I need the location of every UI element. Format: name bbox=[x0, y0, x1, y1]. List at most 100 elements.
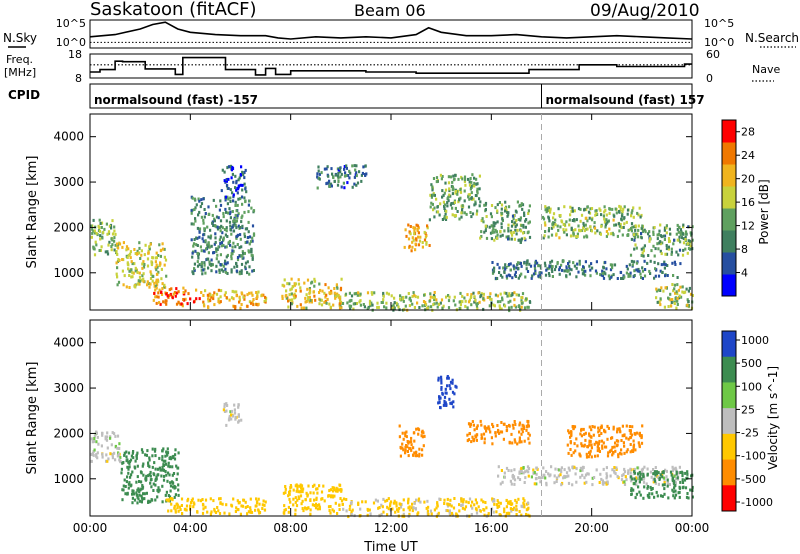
heatmap-cell bbox=[553, 474, 556, 478]
heatmap-cell bbox=[222, 215, 225, 219]
heatmap-cell bbox=[664, 274, 667, 278]
heatmap-cell bbox=[102, 230, 105, 234]
heatmap-cell bbox=[153, 473, 156, 477]
heatmap-cell bbox=[436, 305, 439, 309]
heatmap-cell bbox=[219, 501, 222, 505]
heatmap-cell bbox=[126, 465, 129, 469]
heatmap-cell bbox=[161, 242, 164, 246]
heatmap-cell bbox=[658, 229, 661, 233]
heatmap-cell bbox=[201, 272, 204, 276]
heatmap-cell bbox=[469, 424, 472, 428]
heatmap-cell bbox=[251, 300, 254, 304]
heatmap-cell bbox=[141, 266, 144, 270]
heatmap-cell bbox=[138, 499, 142, 503]
heatmap-cell bbox=[458, 306, 461, 310]
heatmap-cell bbox=[562, 223, 565, 226]
heatmap-cell bbox=[110, 443, 113, 447]
heatmap-cell bbox=[471, 420, 474, 423]
heatmap-cell bbox=[653, 276, 656, 280]
heatmap-cell bbox=[648, 235, 651, 238]
heatmap-cell bbox=[659, 269, 662, 273]
heatmap-cell bbox=[474, 507, 478, 511]
heatmap-cell bbox=[158, 466, 161, 470]
heatmap-cell bbox=[238, 272, 241, 276]
heatmap-cell bbox=[497, 465, 500, 469]
heatmap-cell bbox=[246, 260, 249, 264]
heatmap-cell bbox=[618, 204, 621, 208]
heatmap-cell bbox=[180, 302, 183, 306]
heatmap-cell bbox=[115, 250, 118, 253]
heatmap-cell bbox=[353, 175, 356, 179]
heatmap-cell bbox=[441, 306, 444, 310]
heatmap-cell bbox=[585, 208, 588, 212]
heatmap-cell bbox=[461, 208, 464, 212]
power-colorbar-tick-label: 28 bbox=[741, 126, 755, 139]
heatmap-cell bbox=[659, 242, 662, 246]
heatmap-cell bbox=[140, 480, 143, 484]
heatmap-cell bbox=[485, 215, 488, 218]
heatmap-cell bbox=[606, 220, 609, 224]
heatmap-cell bbox=[492, 230, 495, 234]
heatmap-cell bbox=[261, 293, 264, 297]
heatmap-cell bbox=[507, 237, 510, 241]
heatmap-cell bbox=[143, 253, 146, 257]
heatmap-cell bbox=[365, 172, 368, 176]
heatmap-cell bbox=[174, 510, 177, 514]
heatmap-cell bbox=[618, 224, 622, 228]
heatmap-cell bbox=[131, 451, 134, 455]
heatmap-cell bbox=[580, 444, 583, 448]
heatmap-cell bbox=[107, 230, 111, 234]
heatmap-cell bbox=[236, 264, 239, 268]
heatmap-cell bbox=[404, 431, 407, 435]
heatmap-cell bbox=[653, 495, 656, 499]
heatmap-cell bbox=[299, 494, 303, 498]
cpid-segment-label: normalsound (fast) -157 bbox=[94, 93, 258, 107]
heatmap-cell bbox=[206, 257, 209, 261]
heatmap-cell bbox=[325, 293, 328, 297]
heatmap-cell bbox=[590, 229, 593, 233]
heatmap-cell bbox=[100, 221, 104, 225]
heatmap-cell bbox=[248, 272, 251, 276]
heatmap-cell bbox=[593, 442, 596, 446]
heatmap-cell bbox=[613, 223, 616, 227]
heatmap-cell bbox=[523, 439, 526, 443]
heatmap-cell bbox=[522, 466, 525, 469]
heatmap-cell bbox=[132, 491, 135, 495]
heatmap-cell bbox=[203, 229, 206, 233]
heatmap-cell bbox=[147, 474, 150, 478]
heatmap-cell bbox=[142, 272, 145, 276]
heatmap-cell bbox=[656, 237, 659, 241]
heatmap-cell bbox=[248, 300, 251, 304]
heatmap-cell bbox=[545, 268, 548, 272]
heatmap-cell bbox=[662, 234, 666, 238]
heatmap-cell bbox=[469, 187, 472, 191]
heatmap-cell bbox=[220, 268, 223, 272]
heatmap-cell bbox=[229, 210, 232, 214]
heatmap-cell bbox=[116, 283, 119, 287]
heatmap-cell bbox=[612, 273, 615, 277]
heatmap-cell bbox=[559, 225, 562, 229]
heatmap-cell bbox=[407, 441, 410, 445]
heatmap-cell bbox=[194, 217, 197, 221]
heatmap-cell bbox=[131, 496, 134, 500]
heatmap-cell bbox=[463, 507, 466, 511]
heatmap-cell bbox=[232, 193, 235, 197]
heatmap-cell bbox=[212, 198, 215, 202]
heatmap-cell bbox=[588, 216, 591, 220]
heatmap-cell bbox=[175, 502, 178, 506]
heatmap-cell bbox=[227, 197, 230, 201]
heatmap-cell bbox=[663, 266, 666, 270]
heatmap-cell bbox=[595, 468, 598, 472]
heatmap-cell bbox=[584, 273, 587, 277]
heatmap-cell bbox=[233, 290, 236, 294]
heatmap-cell bbox=[583, 235, 586, 239]
heatmap-cell bbox=[599, 232, 602, 236]
heatmap-cell bbox=[338, 508, 341, 511]
heatmap-cell bbox=[127, 471, 130, 475]
heatmap-cell bbox=[517, 497, 520, 501]
heatmap-cell bbox=[507, 223, 510, 227]
heatmap-cell bbox=[461, 204, 464, 208]
heatmap-cell bbox=[192, 244, 195, 248]
heatmap-cell bbox=[536, 261, 539, 265]
heatmap-cell bbox=[399, 502, 402, 506]
